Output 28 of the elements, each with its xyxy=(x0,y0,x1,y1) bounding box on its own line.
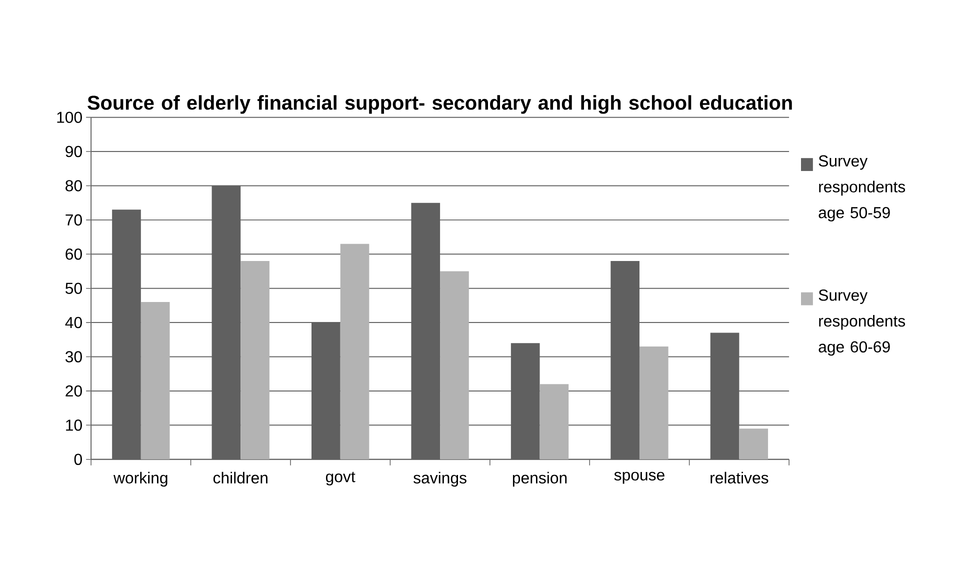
y-tick-label: 20 xyxy=(66,385,82,397)
bar xyxy=(639,346,668,460)
x-tick-label: govt xyxy=(326,472,356,486)
legend-label: Survey respondents age 60-69 xyxy=(818,290,906,356)
bar xyxy=(739,428,768,460)
y-tick-label: 10 xyxy=(66,420,82,431)
y-tick-label: 0 xyxy=(74,454,82,466)
x-tick-label: children xyxy=(213,472,268,484)
y-tick-label: 70 xyxy=(66,214,82,226)
x-tick-label: spouse xyxy=(614,472,664,484)
x-tick-label: savings xyxy=(414,472,466,487)
bar xyxy=(440,271,469,460)
bar xyxy=(140,302,170,460)
y-tick-label: 30 xyxy=(65,351,82,363)
y-tick-label: 80 xyxy=(66,180,82,192)
x-tick-label: working xyxy=(113,472,168,487)
bar xyxy=(340,244,370,460)
y-tick-label: 90 xyxy=(66,146,82,158)
legend-label: Survey respondents age 50-59 xyxy=(818,155,906,222)
bar xyxy=(540,384,569,460)
y-tick-label: 50 xyxy=(66,282,82,294)
chart-title: Source of elderly financial support- secondary and high school education xyxy=(88,95,792,114)
y-tick-label: 40 xyxy=(65,317,82,328)
y-tick-label: 100 xyxy=(57,112,82,124)
y-tick-label: 60 xyxy=(66,248,82,260)
x-tick-label: pension xyxy=(512,472,567,487)
bar xyxy=(240,261,270,460)
x-tick-label: relatives xyxy=(710,472,768,484)
